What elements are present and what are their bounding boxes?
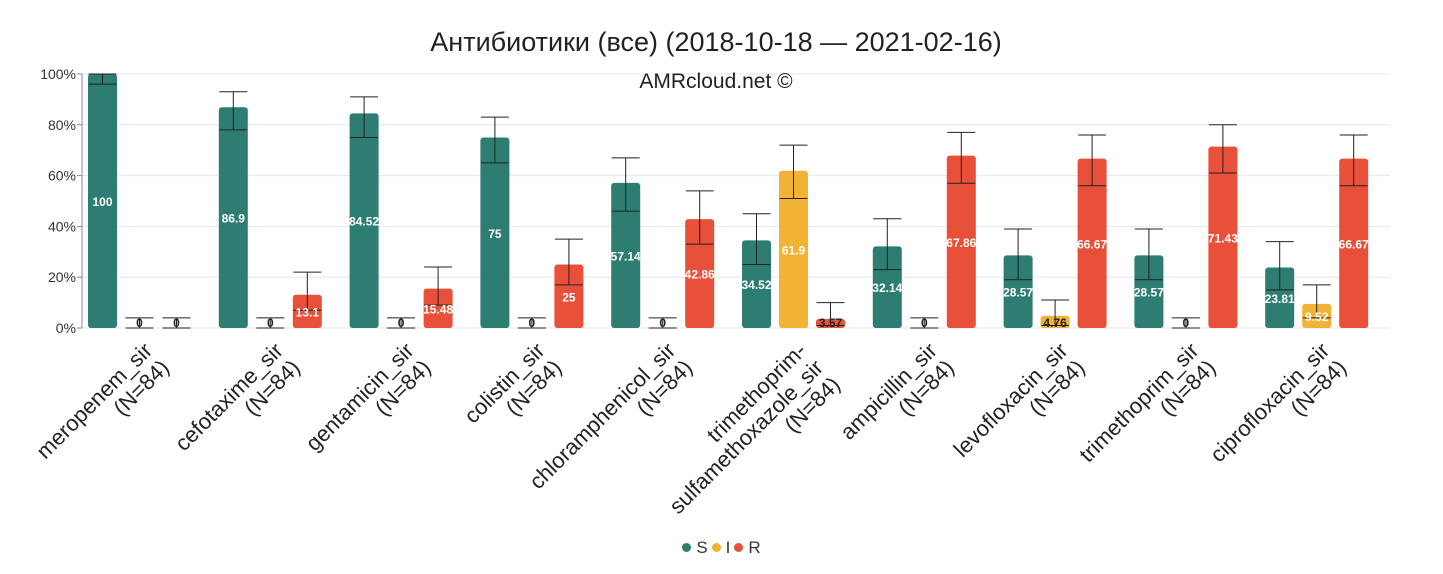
bar-value-label: 25 [562,290,576,304]
bar-value-label: 75 [488,227,502,241]
legend-label: R [748,538,761,557]
bar-s [1265,267,1295,328]
x-axis-labels: meropenem_sir(N=84)cefotaxime_sir(N=84)g… [31,338,1351,519]
bar-value-label: 3.57 [819,316,843,330]
bar-value-label: 0 [659,316,666,330]
legend-dot-icon [734,543,744,553]
x-category-label: ampicillin_sir(N=84) [835,338,959,445]
y-tick-label: 80% [48,117,76,133]
bar-s [1003,255,1033,328]
legend-item-r[interactable]: R [734,538,761,558]
bar-value-label: 0 [136,316,143,330]
x-category-label: ciprofloxacin_sir(N=84) [1205,338,1351,467]
grid-lines [82,73,1390,329]
x-category-label: gentamicin_sir(N=84) [301,338,436,456]
bar-value-label: 34.52 [741,278,771,292]
bar-r [292,294,322,328]
bar-value-label: 23.81 [1265,292,1295,306]
x-category-label: levofloxacin_sir(N=84) [949,338,1090,462]
legend-dot-icon [711,543,721,553]
bar-r [685,219,715,328]
x-category-label: meropenem_sir(N=84) [31,338,174,464]
legend-label: I [725,538,731,557]
bar-value-label: 4.76 [1043,316,1067,330]
bar-r [423,288,453,328]
bar-r [946,155,976,328]
bar-value-label: 66.67 [1077,237,1107,251]
bar-value-label: 28.57 [1134,286,1164,300]
chart-title: Антибиотики (все) (2018-10-18 — 2021-02-… [430,27,1001,57]
x-category-label: colistin_sir(N=84) [459,338,566,428]
x-category-label: cefotaxime_sir(N=84) [170,338,305,456]
bar-s [218,107,248,328]
y-tick-label: 60% [48,168,76,184]
bar-s [742,240,771,328]
bar-value-label: 42.86 [685,268,715,282]
x-category-label: trimethoprim_sir(N=84) [1074,338,1220,467]
bar-value-label: 0 [173,316,180,330]
bar-s [611,182,641,328]
bar-value-label: 66.67 [1339,237,1369,251]
bar-s [1134,255,1164,328]
legend-item-i[interactable]: I [711,538,731,558]
bar-r [1077,158,1107,328]
error-bars [88,73,1368,329]
bar-value-label: 57.14 [611,249,641,263]
bar-value-label: 67.86 [946,236,976,250]
bar-value-label: 0 [398,316,405,330]
y-tick-label: 100% [40,66,76,82]
y-tick-label: 20% [48,269,76,285]
bar-value-label: 32.14 [872,281,902,295]
y-tick-label: 40% [48,218,76,234]
bar-value-label: 0 [529,316,536,330]
bar-i [779,170,808,328]
bar-value-label: 0 [1183,316,1190,330]
bar-s [88,74,117,328]
bar-r [1339,158,1369,328]
bar-value-label: 86.9 [222,212,246,226]
chart-subtitle: AMRcloud.net © [639,70,793,93]
legend-dot-icon [682,543,692,553]
bar-s [349,113,379,328]
bar-value-label: 0 [267,316,274,330]
bars [88,74,1369,328]
legend-label: S [696,538,708,557]
bar-value-label: 0 [921,316,928,330]
bar-value-label: 15.48 [423,302,453,316]
y-tick-label: 0% [56,320,76,336]
bar-value-label: 28.57 [1003,286,1033,300]
legend-item-s[interactable]: S [682,538,708,558]
bar-value-label: 13.1 [296,305,320,319]
bar-r [1208,146,1238,328]
bar-r [554,264,584,328]
bar-labels: 100 0 0 86.9 0 13.1 84.52 0 15.48 75 0 25 57.14 0 42.8… [92,195,1369,330]
y-axis: 0% 20% 40% 60% 80% 100% [40,66,83,336]
bar-value-label: 71.43 [1208,231,1238,245]
bar-s [480,137,510,328]
bar-value-label: 9.52 [1305,310,1329,324]
bar-value-label: 84.52 [349,215,379,229]
bar-value-label: 61.9 [782,243,806,257]
bar-s [872,246,902,328]
bar-value-label: 100 [92,195,112,209]
